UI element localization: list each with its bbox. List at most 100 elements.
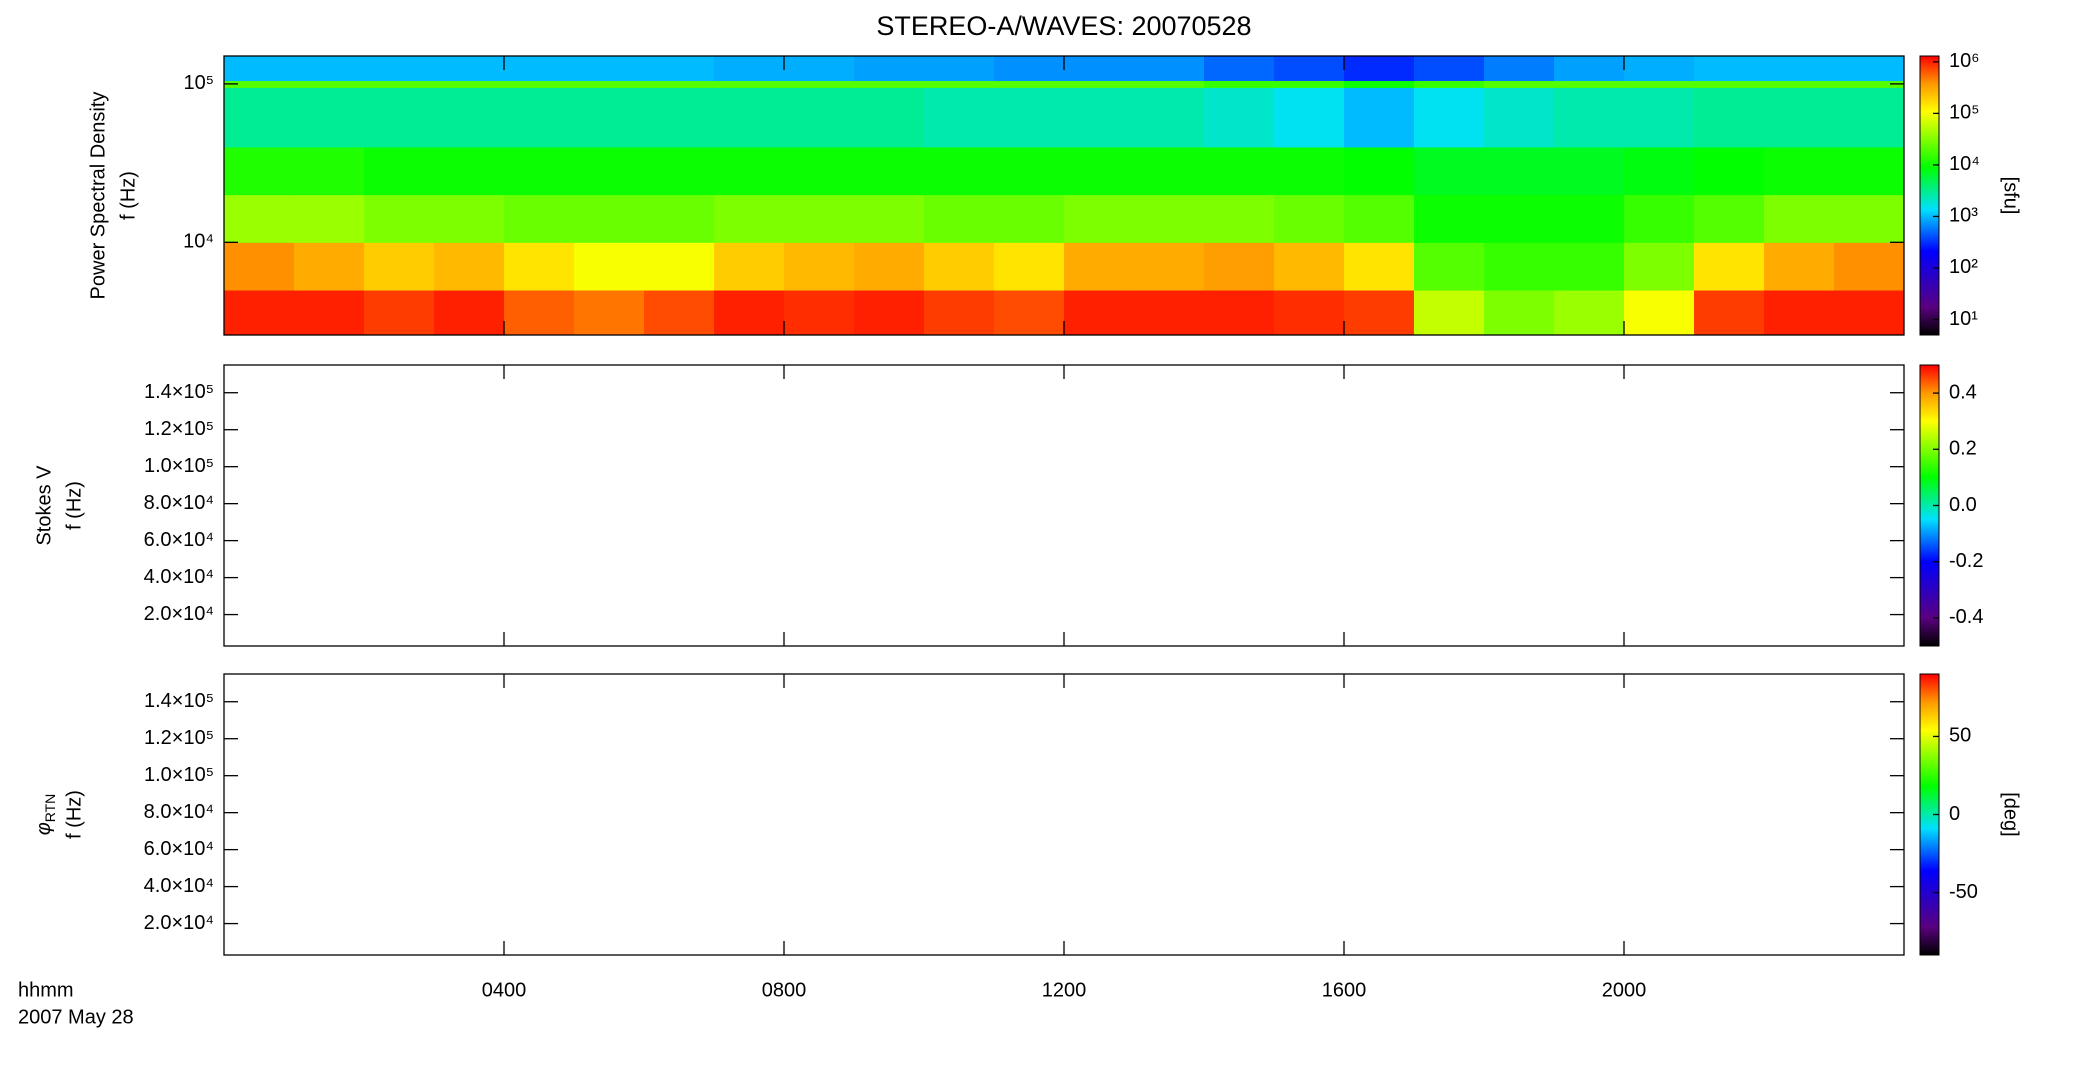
heatmap-cell [1274, 56, 1345, 82]
heatmap-cell [1204, 242, 1275, 291]
heatmap-cell [1134, 80, 1205, 88]
heatmap-cell [1274, 146, 1345, 196]
colorbar-tick-label: 10⁴ [1949, 153, 1980, 175]
heatmap-cell [364, 290, 435, 336]
heatmap-cell [784, 146, 855, 196]
heatmap-cell [1414, 242, 1485, 291]
heatmap-cell [1064, 87, 1135, 148]
heatmap-cell [714, 146, 785, 196]
heatmap-cell [434, 290, 505, 336]
heatmap-cell [644, 242, 715, 291]
y-tick-label: 6.0×10⁴ [144, 838, 214, 860]
heatmap-cell [1624, 87, 1695, 148]
y-tick-label: 10⁴ [183, 231, 214, 253]
heatmap-cell [1764, 87, 1835, 148]
y-tick-label: 1.2×10⁵ [144, 727, 214, 749]
heatmap-cell [1834, 146, 1905, 196]
heatmap-cell [434, 56, 505, 82]
heatmap-cell [1134, 146, 1205, 196]
heatmap-cell [924, 146, 995, 196]
heatmap-cell [1274, 87, 1345, 148]
heatmap-cell [1554, 290, 1625, 336]
heatmap-cell [1834, 87, 1905, 148]
heatmap-cell [1134, 194, 1205, 243]
heatmap-cell [714, 56, 785, 82]
colorbar-tick-label: -0.4 [1949, 606, 1983, 628]
y-tick-label: 4.0×10⁴ [144, 875, 214, 897]
colorbar-tick-label: -50 [1949, 881, 1978, 903]
heatmap-cell [1834, 56, 1905, 82]
y-label-unit: f (Hz) [63, 481, 85, 530]
heatmap-cell [644, 87, 715, 148]
heatmap-cell [854, 56, 925, 82]
heatmap-cell [574, 80, 645, 88]
colorbar-tick-label: 0.4 [1949, 381, 1977, 403]
heatmap-cell [994, 146, 1065, 196]
heatmap-cell [504, 194, 575, 243]
heatmap-cell [1694, 146, 1765, 196]
x-label: hhmm [18, 979, 74, 1001]
heatmap-cell [1204, 290, 1275, 336]
y-label-symbol: φ [33, 822, 55, 835]
heatmap-cell [994, 56, 1065, 82]
heatmap-cell [574, 56, 645, 82]
heatmap-cell [1414, 56, 1485, 82]
x-tick-label: 1200 [1042, 979, 1087, 1001]
y-tick-label: 10⁵ [183, 72, 214, 94]
heatmap-cell [714, 80, 785, 88]
heatmap-cell [854, 87, 925, 148]
heatmap-cell [294, 56, 365, 82]
heatmap-cell [1554, 242, 1625, 291]
colorbar-tick-label: 10³ [1949, 205, 1978, 227]
heatmap-cell [1554, 194, 1625, 243]
colorbar-label: [deg] [2000, 792, 2022, 836]
heatmap-cell [294, 80, 365, 88]
heatmap-cell [1414, 290, 1485, 336]
heatmap-cell [1064, 56, 1135, 82]
heatmap-cell [1064, 146, 1135, 196]
heatmap-cell [784, 80, 855, 88]
colorbar-tick-label: 10⁵ [1949, 102, 1980, 124]
heatmap-cell [574, 194, 645, 243]
heatmap-cell [1064, 194, 1135, 243]
y-label: φRTN [33, 794, 57, 836]
heatmap-cell [784, 242, 855, 291]
heatmap-cell [1064, 290, 1135, 336]
heatmap-cell [224, 290, 295, 336]
y-label-unit: f (Hz) [63, 790, 85, 839]
x-tick-label: 0400 [482, 979, 527, 1001]
heatmap-cell [224, 194, 295, 243]
heatmap-cell [1414, 194, 1485, 243]
y-tick-label: 1.0×10⁵ [144, 455, 214, 477]
heatmap-cell [1484, 146, 1555, 196]
heatmap-cell [434, 146, 505, 196]
heatmap-cell [1764, 80, 1835, 88]
heatmap-cell [364, 80, 435, 88]
heatmap-cell [1764, 194, 1835, 243]
heatmap-cell [434, 242, 505, 291]
heatmap-cell [1624, 290, 1695, 336]
heatmap-cell [784, 87, 855, 148]
heatmap-cell [364, 56, 435, 82]
heatmap-cell [924, 80, 995, 88]
heatmap-cell [1484, 80, 1555, 88]
colorbar-tick-label: 0.2 [1949, 438, 1977, 460]
heatmap-cell [1764, 242, 1835, 291]
heatmap-cell [1344, 87, 1415, 148]
heatmap-cell [1484, 87, 1555, 148]
y-tick-label: 1.2×10⁵ [144, 418, 214, 440]
heatmap-cell [994, 80, 1065, 88]
heatmap-cell [1484, 194, 1555, 243]
heatmap-cell [1554, 87, 1625, 148]
heatmap-cell [1204, 56, 1275, 82]
heatmap-cell [1484, 242, 1555, 291]
heatmap-cell [1204, 194, 1275, 243]
heatmap-cell [1624, 80, 1695, 88]
heatmap-cell [1834, 290, 1905, 336]
heatmap-cell [1204, 87, 1275, 148]
colorbar-tick-label: 0.0 [1949, 494, 1977, 516]
date-label: 2007 May 28 [18, 1006, 134, 1028]
x-tick-label: 1600 [1322, 979, 1367, 1001]
